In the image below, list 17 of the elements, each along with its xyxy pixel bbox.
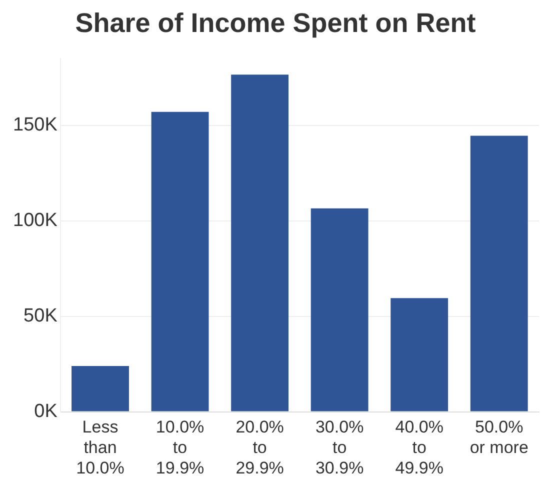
bar (151, 112, 209, 412)
bar (310, 208, 368, 412)
x-tick-label: 40.0% to 49.9% (395, 418, 444, 478)
x-tick-label: 50.0% or more (470, 418, 528, 458)
bar (470, 136, 528, 412)
bar (390, 298, 448, 412)
bar (72, 366, 129, 412)
y-tick-label: 100K (13, 210, 58, 232)
y-tick-label: 0K (34, 401, 58, 422)
bar (231, 74, 289, 412)
y-tick-label: 150K (13, 114, 58, 136)
x-tick-label: 30.0% to 30.9% (315, 418, 364, 478)
x-tick-label: Less than 10.0% (76, 418, 124, 478)
x-tick-label: 20.0% to 29.9% (236, 418, 284, 478)
y-tick-label: 50K (24, 306, 58, 327)
chart-title: Share of Income Spent on Rent (74, 8, 477, 40)
x-tick-label: 10.0% to 19.9% (156, 418, 204, 478)
